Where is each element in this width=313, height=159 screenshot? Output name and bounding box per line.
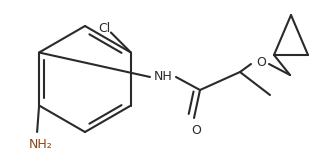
Text: O: O <box>256 55 266 69</box>
Text: Cl: Cl <box>98 22 110 35</box>
Text: NH: NH <box>154 70 172 83</box>
Text: NH₂: NH₂ <box>29 138 53 151</box>
Text: O: O <box>191 124 201 136</box>
